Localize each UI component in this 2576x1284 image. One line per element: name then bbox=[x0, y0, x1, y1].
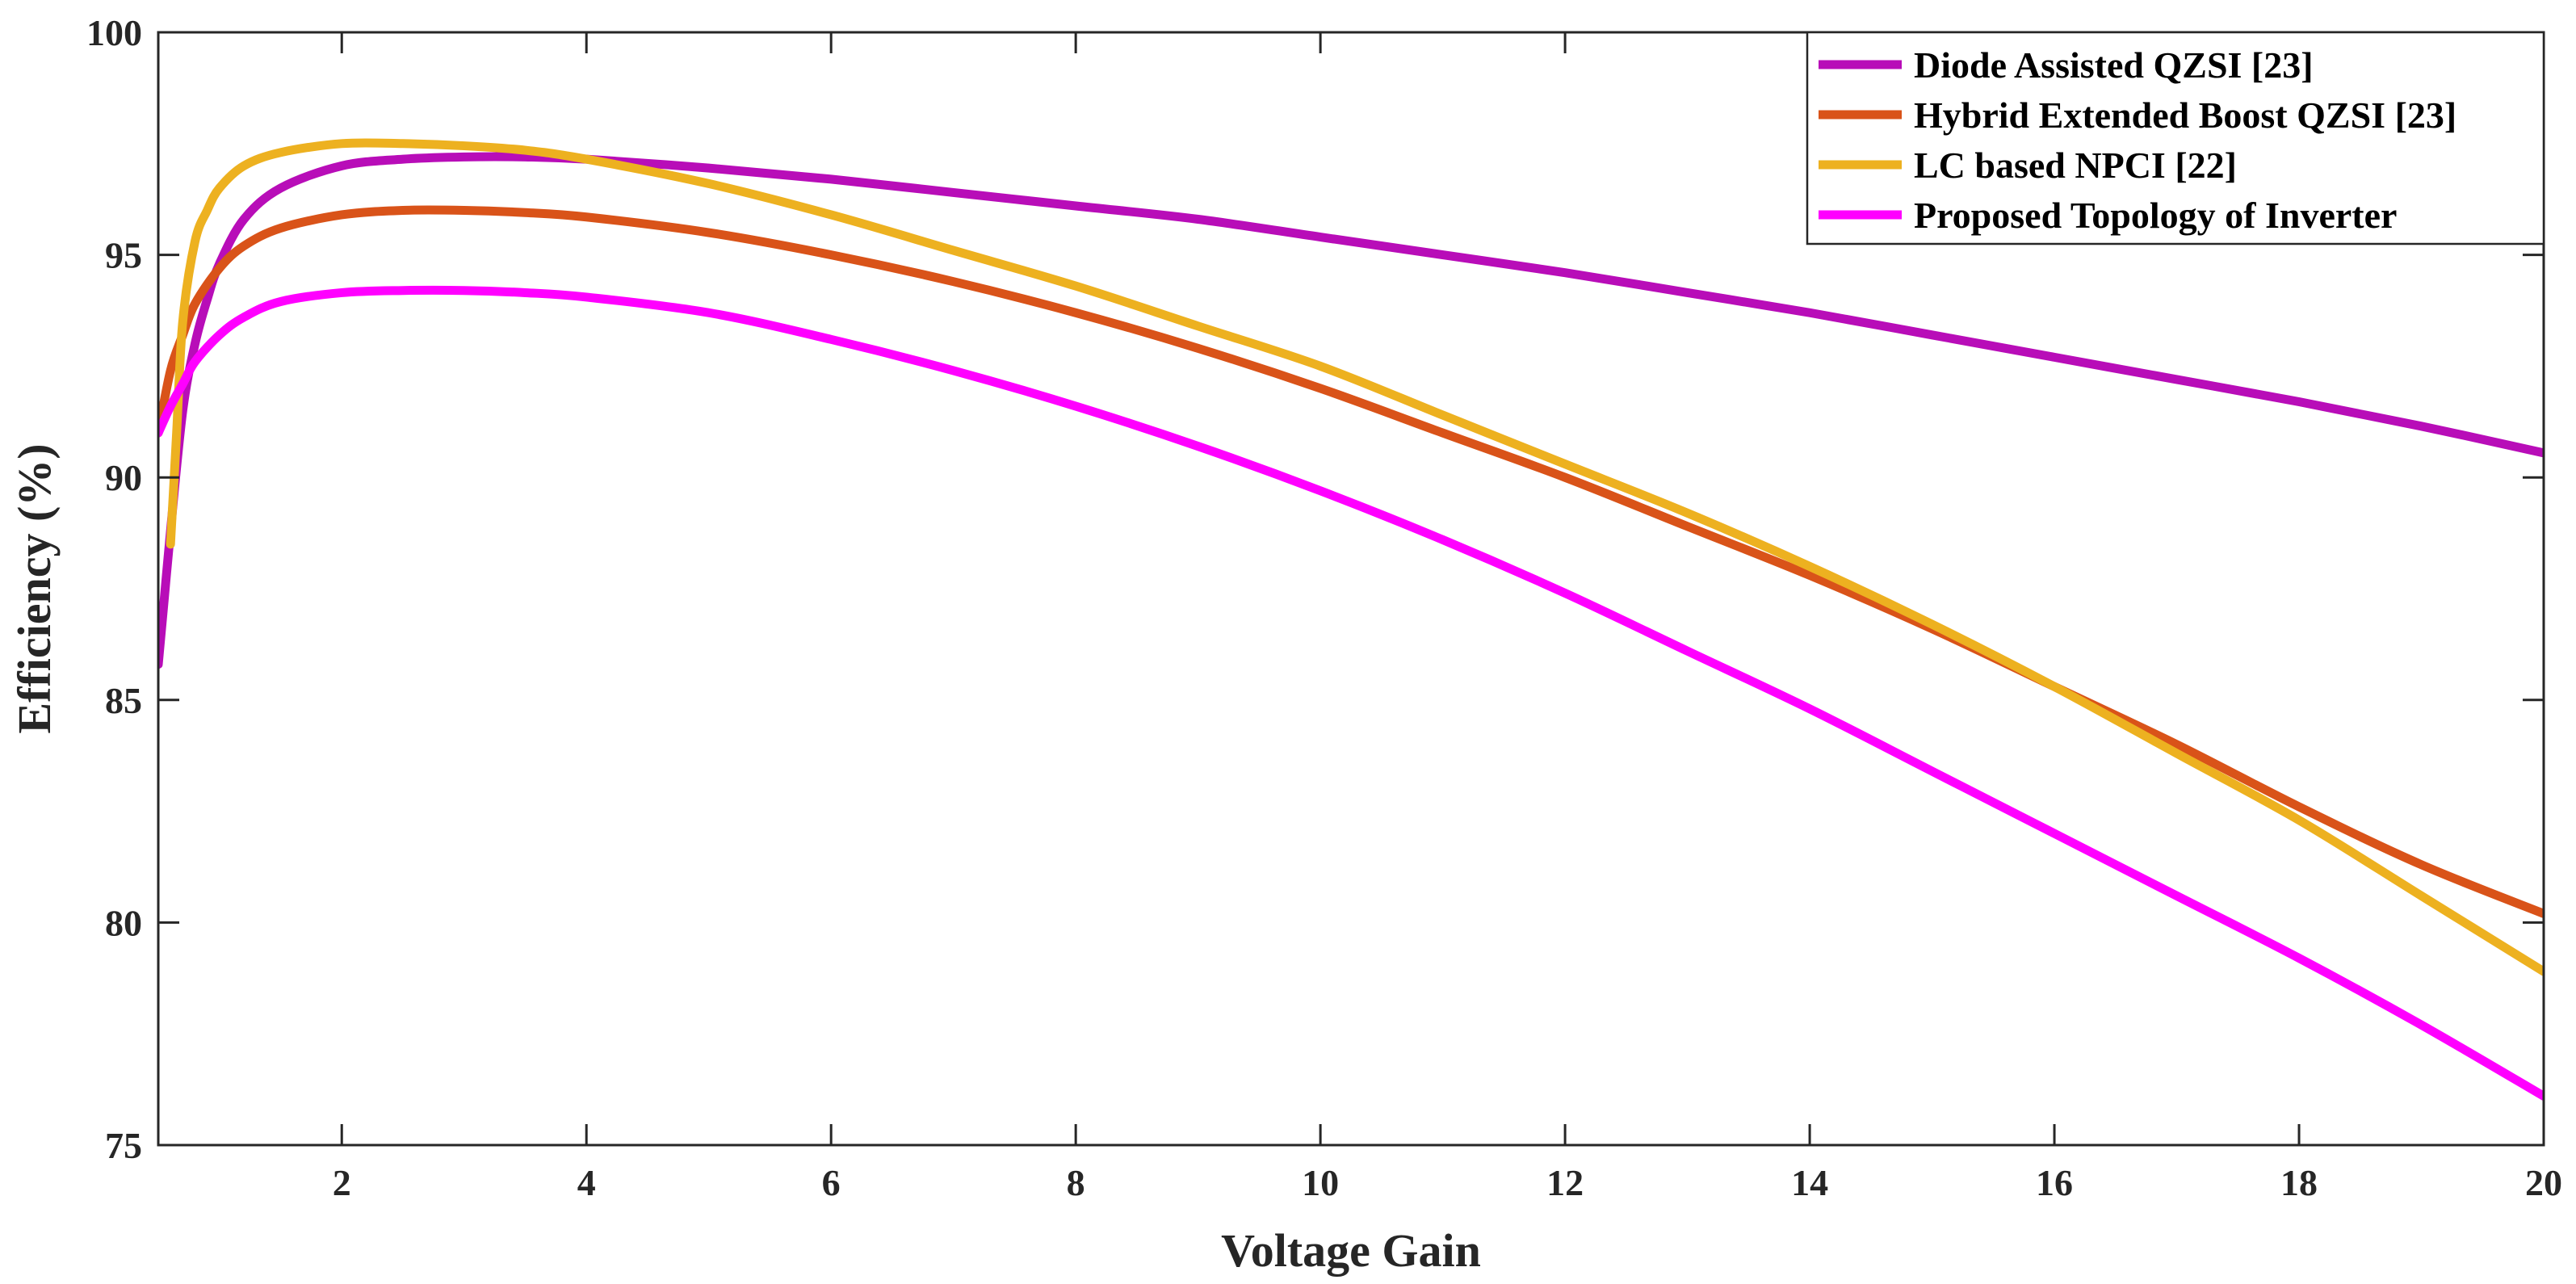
legend: Diode Assisted QZSI [23] Hybrid Extended … bbox=[1806, 31, 2545, 245]
y-tick-label: 100 bbox=[86, 12, 142, 53]
y-tick-label: 75 bbox=[105, 1125, 142, 1166]
axes: 2 4 6 8 10 12 14 16 18 20 75 80 85 90 95 100 bbox=[86, 12, 2562, 1203]
legend-item: LC based NPCI [22] bbox=[1819, 145, 2237, 186]
y-tick-label: 95 bbox=[105, 235, 142, 276]
legend-label: Diode Assisted QZSI [23] bbox=[1914, 44, 2314, 86]
x-tick-label: 10 bbox=[1302, 1162, 1339, 1203]
plot-area bbox=[158, 138, 2544, 1101]
y-tick-label: 85 bbox=[105, 680, 142, 721]
y-axis-title: Efficiency (%) bbox=[8, 443, 61, 733]
x-tick-label: 16 bbox=[2036, 1162, 2073, 1203]
x-tick-label: 4 bbox=[577, 1162, 596, 1203]
series-line-4 bbox=[158, 285, 2544, 1101]
x-tick-label: 6 bbox=[822, 1162, 841, 1203]
x-tick-label: 8 bbox=[1067, 1162, 1085, 1203]
x-axis-title: Voltage Gain bbox=[1221, 1224, 1481, 1277]
series-line-1 bbox=[158, 152, 2544, 669]
legend-item: Proposed Topology of Inverter bbox=[1819, 195, 2397, 236]
axes-box bbox=[157, 31, 2545, 1147]
x-tick-label: 12 bbox=[1546, 1162, 1584, 1203]
series-line-3 bbox=[166, 138, 2544, 976]
legend-box bbox=[1806, 31, 2545, 245]
legend-item: Hybrid Extended Boost QZSI [23] bbox=[1819, 94, 2456, 136]
legend-label: Hybrid Extended Boost QZSI [23] bbox=[1914, 94, 2456, 136]
legend-label: Proposed Topology of Inverter bbox=[1914, 195, 2397, 236]
x-tick-label: 20 bbox=[2525, 1162, 2562, 1203]
x-tick-label: 14 bbox=[1791, 1162, 1828, 1203]
x-tick-label: 2 bbox=[333, 1162, 351, 1203]
x-tick-label: 18 bbox=[2280, 1162, 2318, 1203]
y-tick-label: 80 bbox=[105, 902, 142, 943]
legend-label: LC based NPCI [22] bbox=[1914, 145, 2237, 186]
series-lines bbox=[158, 138, 2544, 1101]
legend-item: Diode Assisted QZSI [23] bbox=[1819, 44, 2314, 86]
y-tick-label: 90 bbox=[105, 457, 142, 498]
